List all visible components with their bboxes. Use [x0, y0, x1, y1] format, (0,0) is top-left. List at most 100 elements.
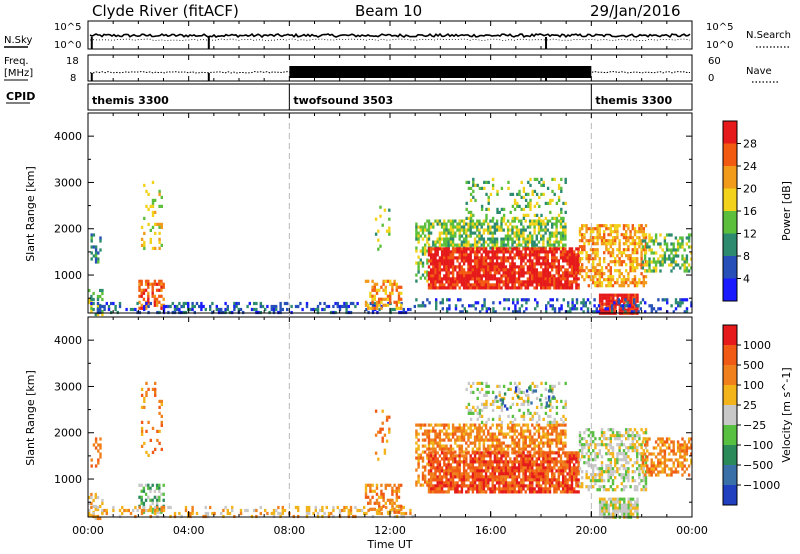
- heatmap-cell: [445, 277, 448, 281]
- heatmap-cell: [640, 248, 643, 252]
- heatmap-cell: [614, 227, 617, 231]
- heatmap-cell: [427, 423, 431, 427]
- heatmap-cell: [438, 247, 442, 251]
- heatmap-cell: [553, 490, 556, 494]
- heatmap-cell: [447, 256, 450, 260]
- heatmap-cell: [564, 405, 567, 409]
- heatmap-cell: [495, 457, 499, 461]
- heatmap-cell: [511, 262, 514, 266]
- heatmap-cell: [663, 239, 667, 243]
- heatmap-cell: [603, 479, 606, 483]
- heatmap-cell: [518, 204, 521, 208]
- heatmap-cell: [484, 435, 488, 439]
- heatmap-cell: [631, 251, 634, 255]
- heatmap-cell: [456, 271, 459, 275]
- heatmap-cell: [472, 177, 475, 181]
- heatmap-cell: [391, 489, 394, 493]
- heatmap-cell: [445, 469, 448, 473]
- heatmap-cell: [533, 432, 536, 436]
- heatmap-cell: [395, 285, 398, 289]
- heatmap-cell: [432, 429, 435, 433]
- heatmap-cell: [432, 286, 435, 290]
- heatmap-cell: [663, 242, 667, 246]
- heatmap-cell: [537, 466, 541, 470]
- heatmap-cell: [385, 418, 389, 422]
- heatmap-cell: [568, 472, 571, 476]
- heatmap-cell: [445, 475, 448, 479]
- heatmap-cell: [375, 288, 379, 292]
- heatmap-cell: [627, 239, 630, 243]
- heatmap-cell: [513, 457, 516, 461]
- twofsound-freq-band: [289, 66, 592, 78]
- heatmap-cell: [522, 247, 525, 251]
- heatmap-cell: [415, 450, 418, 454]
- heatmap-cell: [356, 508, 359, 513]
- heatmap-cell: [546, 262, 549, 266]
- heatmap-cell: [524, 469, 527, 473]
- heatmap-cell: [520, 274, 523, 278]
- heatmap-cell: [432, 457, 435, 461]
- heatmap-cell: [209, 505, 212, 510]
- heatmap-cell: [618, 251, 621, 255]
- heatmap-cell: [566, 454, 569, 458]
- heatmap-cell: [447, 457, 450, 461]
- heatmap-cell: [633, 485, 637, 489]
- heatmap-cell: [458, 250, 461, 254]
- heatmap-cell: [395, 300, 398, 304]
- heatmap-cell: [460, 268, 464, 272]
- heatmap-cell: [451, 481, 455, 485]
- heatmap-cell: [600, 434, 604, 438]
- heatmap-cell: [458, 438, 461, 442]
- heatmap-cell: [670, 257, 673, 261]
- heatmap-cell: [231, 508, 234, 513]
- heatmap-cell: [614, 464, 617, 468]
- heatmap-cell: [462, 475, 466, 479]
- heatmap-cell: [605, 452, 608, 456]
- heatmap-cell: [99, 294, 102, 299]
- heatmap-cell: [429, 478, 433, 482]
- heatmap-cell: [609, 440, 612, 444]
- heatmap-cell: [491, 283, 494, 287]
- heatmap-cell: [575, 469, 578, 473]
- heatmap-cell: [598, 230, 601, 234]
- heatmap-cell: [456, 454, 459, 458]
- heatmap-cell: [482, 441, 486, 445]
- heatmap-cell: [640, 260, 643, 264]
- heatmap-cell: [487, 432, 490, 436]
- heatmap-cell: [542, 490, 545, 494]
- heatmap-cell: [149, 237, 152, 241]
- heatmap-cell: [460, 253, 464, 257]
- heatmap-cell: [559, 447, 563, 451]
- heatmap-cell: [502, 265, 505, 269]
- heatmap-cell: [575, 277, 578, 281]
- heatmap-cell: [522, 435, 525, 439]
- heatmap-cell: [520, 283, 523, 287]
- heatmap-cell: [616, 248, 619, 252]
- heatmap-cell: [92, 307, 95, 312]
- heatmap-cell: [520, 466, 523, 470]
- heatmap-cell: [472, 195, 475, 199]
- heatmap-cell: [487, 198, 490, 202]
- heatmap-cell: [622, 307, 625, 311]
- heatmap-cell: [482, 429, 486, 433]
- heatmap-cell: [641, 266, 645, 270]
- heatmap-cell: [600, 476, 604, 480]
- heatmap-cell: [400, 511, 403, 516]
- heatmap-cell: [367, 508, 370, 513]
- heatmap-cell: [382, 492, 385, 496]
- heatmap-cell: [535, 429, 538, 433]
- heatmap-cell: [587, 242, 590, 246]
- heatmap-cell: [493, 454, 497, 458]
- heatmap-cell: [528, 469, 532, 473]
- heatmap-cell: [495, 438, 499, 442]
- heatmap-cell: [535, 256, 538, 260]
- heatmap-cell: [491, 265, 494, 269]
- heatmap-cell: [548, 451, 552, 455]
- heatmap-cell: [487, 429, 490, 433]
- heatmap-cell: [440, 447, 444, 451]
- heatmap-cell: [611, 449, 615, 453]
- heatmap-cell: [633, 245, 637, 249]
- heatmap-cell: [443, 451, 446, 455]
- heatmap-cell: [415, 261, 418, 265]
- heatmap-cell: [485, 405, 488, 409]
